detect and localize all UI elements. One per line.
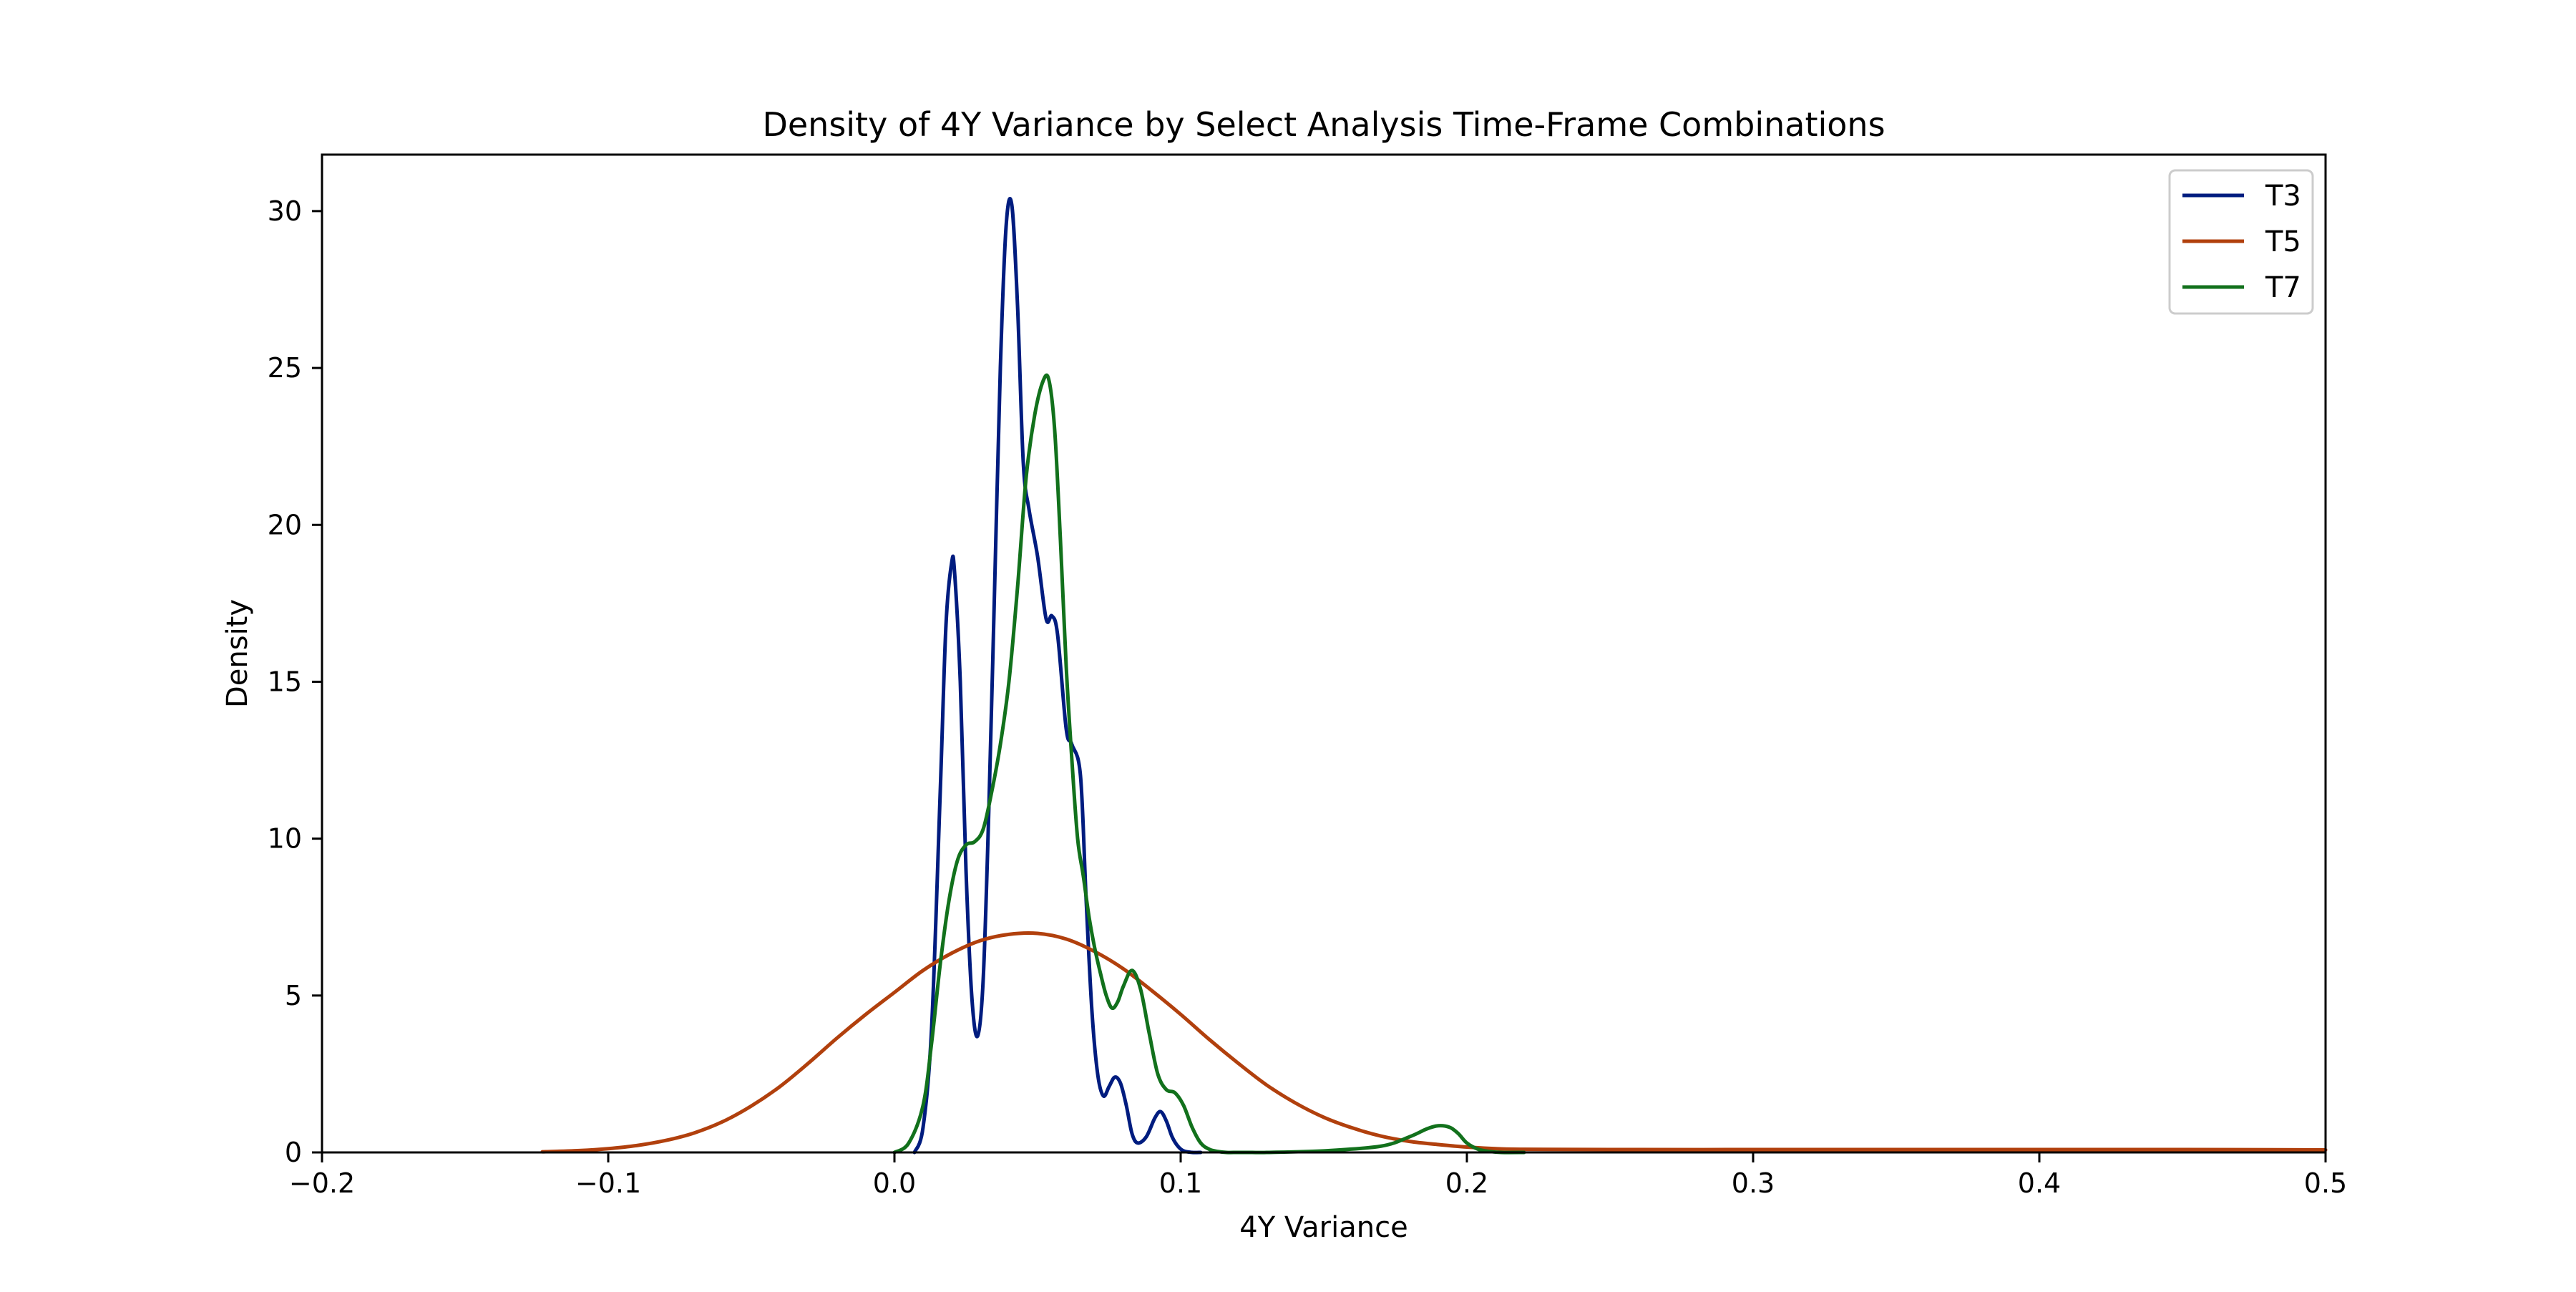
x-tick-label: 0.1 — [1159, 1167, 1202, 1199]
series-layer — [540, 197, 2328, 1155]
y-tick-label: 20 — [268, 509, 302, 540]
legend-label-t5: T5 — [2265, 225, 2301, 258]
x-tick-label: 0.0 — [873, 1167, 916, 1199]
y-tick-label: 25 — [268, 352, 302, 384]
chart-title: Density of 4Y Variance by Select Analysi… — [762, 105, 1885, 144]
legend: T3 T5 T7 — [2168, 169, 2314, 315]
series-line-t5 — [540, 931, 2328, 1154]
x-axis-ticks: −0.2 −0.1 0.0 0.1 0.2 0.3 0.4 0.5 — [289, 1152, 2347, 1199]
legend-label-t7: T7 — [2265, 271, 2301, 304]
x-tick-label: 0.4 — [2018, 1167, 2061, 1199]
x-tick-label: −0.1 — [575, 1167, 641, 1199]
y-axis-ticks: 0 5 10 15 20 25 30 — [268, 195, 322, 1168]
x-tick-label: 0.2 — [1445, 1167, 1488, 1199]
series-line-t7 — [892, 373, 1526, 1155]
x-tick-label: 0.5 — [2304, 1167, 2347, 1199]
y-tick-label: 5 — [285, 980, 302, 1011]
x-axis-label: 4Y Variance — [1239, 1211, 1407, 1244]
x-tick-label: −0.2 — [289, 1167, 355, 1199]
plot-frame — [321, 153, 2327, 1154]
x-tick-label: 0.3 — [1732, 1167, 1775, 1199]
y-tick-label: 15 — [268, 666, 302, 697]
y-axis-label: Density — [221, 599, 254, 708]
y-tick-label: 30 — [268, 195, 302, 227]
series-line-t3 — [912, 197, 1203, 1155]
y-tick-label: 0 — [285, 1137, 302, 1168]
y-tick-label: 10 — [268, 823, 302, 855]
legend-label-t3: T3 — [2265, 180, 2301, 213]
